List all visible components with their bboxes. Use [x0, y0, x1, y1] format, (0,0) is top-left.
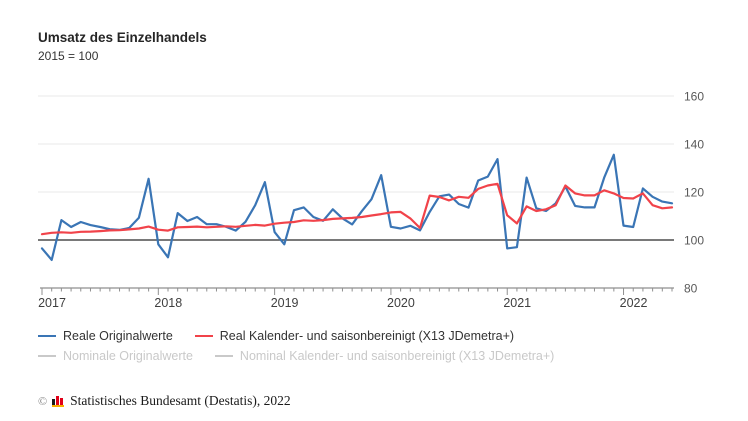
- legend-row-2: Nominale Originalwerte Nominal Kalender-…: [38, 349, 554, 363]
- x-tick-label: 2020: [387, 296, 415, 310]
- page-title: Umsatz des Einzelhandels: [38, 30, 207, 45]
- x-tick-label: 2019: [271, 296, 299, 310]
- legend-swatch-blue-line-icon: [38, 335, 56, 337]
- x-tick-label: 2021: [503, 296, 531, 310]
- series-line-reale-originalwerte: [40, 153, 674, 261]
- x-tick-label: 2022: [620, 296, 648, 310]
- x-tick-label: 2017: [38, 296, 66, 310]
- legend-swatch-gray-line-icon: [214, 355, 233, 357]
- legend-item-nominal-saisonbereinigt[interactable]: Nominal Kalender- und saisonbereinigt (X…: [214, 349, 555, 363]
- legend: Reale Originalwerte Real Kalender- und s…: [38, 329, 554, 363]
- legend-label: Nominale Originalwerte: [63, 349, 193, 363]
- legend-label: Real Kalender- und saisonbereinigt (X13 …: [219, 329, 515, 343]
- x-tick-label: 2018: [154, 296, 182, 310]
- legend-swatch-red-line-icon: [194, 335, 213, 337]
- y-tick-label: 100: [684, 234, 704, 248]
- legend-item-reale-originalwerte[interactable]: Reale Originalwerte: [38, 329, 173, 343]
- legend-row-1: Reale Originalwerte Real Kalender- und s…: [38, 329, 554, 343]
- source-attribution: Statistisches Bundesamt (Destatis), 2022: [70, 393, 291, 408]
- legend-item-nominale-originalwerte[interactable]: Nominale Originalwerte: [38, 349, 193, 363]
- y-tick-label: 140: [684, 138, 704, 152]
- legend-label: Reale Originalwerte: [63, 329, 173, 343]
- series-line-real-kalender-und-saisonbereinigt-x13-jdemetra: [40, 182, 674, 236]
- chart-subtitle: 2015 = 100: [38, 49, 99, 63]
- legend-item-real-saisonbereinigt[interactable]: Real Kalender- und saisonbereinigt (X13 …: [194, 329, 515, 343]
- destatis-logo-icon: [52, 395, 65, 407]
- y-tick-label: 80: [684, 282, 698, 296]
- footer: © Statistisches Bundesamt (Destatis), 20…: [38, 393, 291, 409]
- y-tick-label: 120: [684, 186, 704, 200]
- legend-label: Nominal Kalender- und saisonbereinigt (X…: [239, 349, 555, 363]
- copyright-icon: ©: [38, 393, 48, 408]
- legend-swatch-gray-line-icon: [38, 355, 56, 357]
- y-tick-label: 160: [684, 90, 704, 104]
